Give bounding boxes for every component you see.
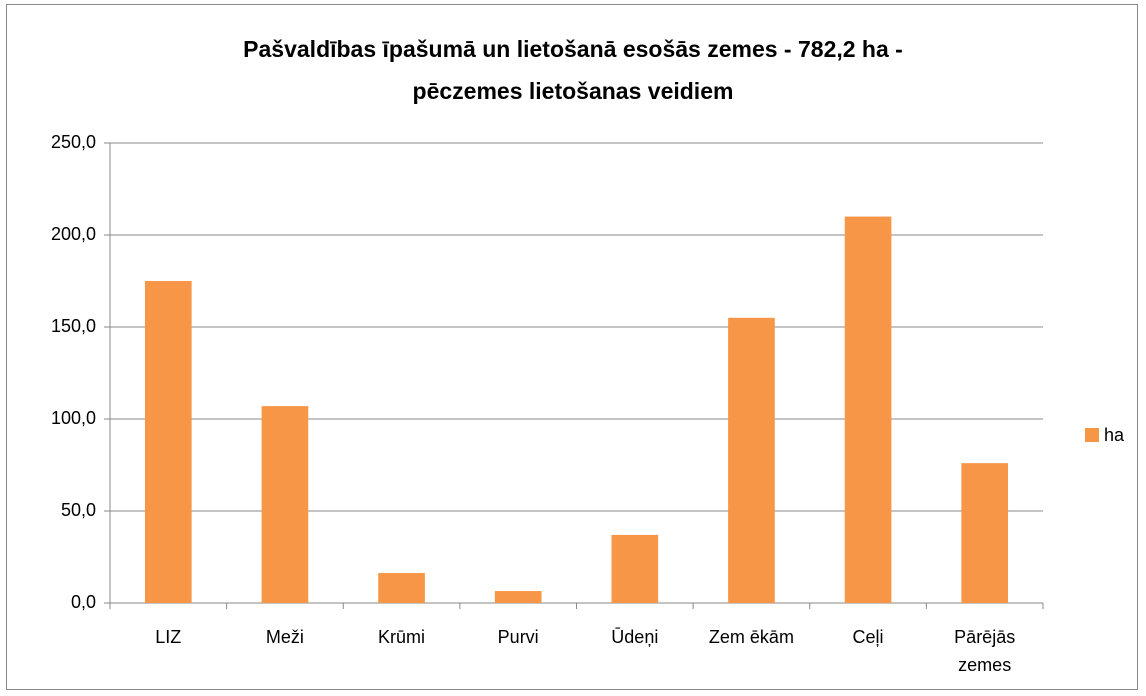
chart-title: pēczemes lietošanas veidiem — [412, 78, 734, 104]
y-tick-label: 0,0 — [71, 592, 96, 612]
legend-label: ha — [1104, 425, 1125, 445]
x-tick-label: Ceļi — [852, 627, 884, 647]
x-tick-label: LIZ — [155, 627, 182, 647]
x-tick-label: Krūmi — [378, 627, 426, 647]
x-tick-label: Meži — [265, 627, 304, 647]
x-tick-label: Pārējās zemes — [954, 627, 1016, 675]
legend-swatch — [1085, 428, 1099, 442]
bar — [961, 463, 1009, 603]
y-tick-label: 150,0 — [51, 316, 96, 336]
bar — [378, 573, 425, 603]
x-tick-label: Ūdeņi — [611, 627, 659, 647]
bar — [494, 591, 542, 603]
bar — [144, 281, 192, 603]
y-tick-label: 100,0 — [51, 408, 96, 428]
x-tick-label: Purvi — [497, 627, 539, 647]
chart-title: Pašvaldības īpašumā un lietošanā esošās … — [243, 36, 903, 62]
bar — [844, 216, 892, 603]
bar — [261, 406, 309, 603]
bar — [728, 317, 775, 603]
chart-frame — [6, 4, 1138, 690]
y-tick-label: 50,0 — [61, 500, 96, 520]
x-tick-label: Zem ēkām — [708, 627, 794, 647]
y-tick-label: 250,0 — [51, 132, 96, 152]
y-tick-label: 200,0 — [51, 224, 96, 244]
bar — [611, 534, 659, 603]
